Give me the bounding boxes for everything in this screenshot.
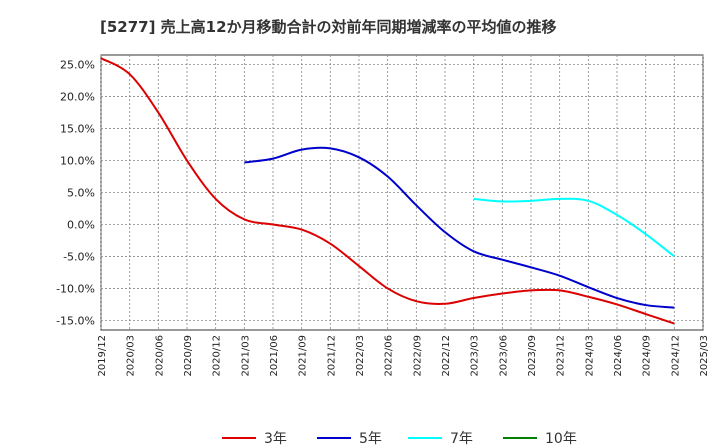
x-tick-label: 2022/12 bbox=[441, 335, 452, 377]
series-line-7年 bbox=[473, 197, 675, 258]
legend-swatch bbox=[222, 437, 256, 439]
y-axis-ticks: 25.0% 20.0% 15.0% 10.0% 5.0% 0.0% -5.0% -10.0% -… bbox=[56, 59, 95, 328]
x-axis-ticks: 2019/12 2020/03 2020/06 2020/09 2020/12 2021/… bbox=[97, 335, 710, 377]
legend-item: 3年 bbox=[222, 428, 287, 448]
x-tick-label: 2020/03 bbox=[126, 335, 137, 377]
legend-label: 7年 bbox=[450, 431, 473, 447]
grid-lines bbox=[100, 55, 704, 330]
x-tick-label: 2021/09 bbox=[298, 335, 309, 377]
x-tick-label: 2024/06 bbox=[613, 335, 624, 377]
x-tick-label: 2020/09 bbox=[183, 335, 194, 377]
y-tick-label: 15.0% bbox=[60, 123, 95, 136]
series-lines bbox=[100, 57, 675, 325]
x-tick-label: 2021/03 bbox=[240, 335, 251, 377]
series-line-5年 bbox=[244, 146, 675, 309]
x-tick-label: 2024/09 bbox=[642, 335, 653, 377]
x-tick-label: 2024/12 bbox=[670, 335, 681, 377]
x-tick-label: 2025/03 bbox=[699, 335, 710, 377]
legend-swatch bbox=[503, 437, 537, 439]
x-tick-label: 2022/06 bbox=[384, 335, 395, 377]
x-tick-label: 2020/12 bbox=[212, 335, 223, 377]
legend-label: 10年 bbox=[545, 431, 577, 447]
y-tick-label: 10.0% bbox=[60, 155, 95, 168]
y-tick-label: -15.0% bbox=[56, 314, 95, 327]
y-tick-label: 0.0% bbox=[67, 218, 95, 231]
y-tick-label: 25.0% bbox=[60, 59, 95, 72]
legend-item: 5年 bbox=[317, 428, 382, 448]
x-tick-label: 2021/12 bbox=[326, 335, 337, 377]
y-tick-label: -10.0% bbox=[56, 282, 95, 295]
x-tick-label: 2024/03 bbox=[584, 335, 595, 377]
legend-item: 7年 bbox=[408, 428, 473, 448]
legend-item: 10年 bbox=[503, 428, 577, 448]
x-tick-label: 2022/03 bbox=[355, 335, 366, 377]
x-tick-label: 2019/12 bbox=[97, 335, 108, 377]
x-tick-label: 2020/06 bbox=[154, 335, 165, 377]
x-tick-label: 2021/06 bbox=[269, 335, 280, 377]
y-tick-label: 5.0% bbox=[67, 187, 95, 200]
legend-swatch bbox=[317, 437, 351, 439]
x-tick-label: 2023/06 bbox=[498, 335, 509, 377]
x-tick-label: 2022/09 bbox=[412, 335, 423, 377]
x-tick-label: 2023/12 bbox=[556, 335, 567, 377]
y-tick-label: 20.0% bbox=[60, 91, 95, 104]
x-tick-label: 2023/09 bbox=[527, 335, 538, 377]
x-tick-label: 2023/03 bbox=[470, 335, 481, 377]
legend-label: 3年 bbox=[264, 431, 287, 447]
legend-label: 5年 bbox=[359, 431, 382, 447]
series-line-3年 bbox=[100, 57, 675, 325]
y-tick-label: -5.0% bbox=[63, 250, 95, 263]
chart-title: [5277] 売上高12か月移動合計の対前年同期増減率の平均値の推移 bbox=[100, 18, 557, 36]
legend: 3年 5年 7年 10年 bbox=[0, 428, 720, 448]
legend-swatch bbox=[408, 437, 442, 439]
